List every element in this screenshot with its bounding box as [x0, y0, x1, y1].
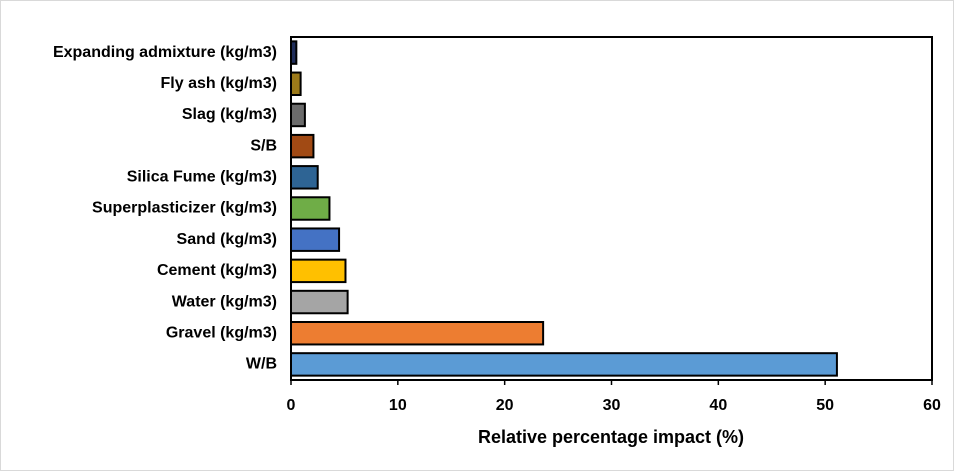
x-tick-label: 50: [816, 397, 834, 414]
x-tick-label: 20: [496, 397, 514, 414]
y-tick-label: Expanding admixture (kg/m3): [53, 44, 277, 61]
x-tick-label: 40: [709, 397, 727, 414]
y-tick-label: Sand (kg/m3): [177, 231, 277, 248]
x-tick-label: 0: [287, 397, 296, 414]
bar: [290, 352, 838, 377]
x-tick-label: 10: [389, 397, 407, 414]
bar: [290, 71, 302, 96]
y-tick-label: Fly ash (kg/m3): [161, 75, 277, 92]
x-tick-label: 30: [603, 397, 621, 414]
bar: [290, 133, 315, 159]
bar: [290, 289, 349, 315]
bar: [290, 40, 298, 65]
y-tick-label: Gravel (kg/m3): [166, 324, 277, 341]
x-tick-label: 60: [923, 397, 941, 414]
y-tick-label: Cement (kg/m3): [157, 262, 277, 279]
bar: [290, 165, 319, 190]
bar: [290, 258, 347, 284]
bar: [290, 196, 331, 221]
bar: [290, 227, 341, 252]
bar: [290, 321, 545, 346]
bar: [290, 102, 306, 128]
y-tick-label: S/B: [250, 137, 277, 154]
y-tick-label: Silica Fume (kg/m3): [127, 169, 277, 186]
y-tick-label: Superplasticizer (kg/m3): [92, 200, 277, 217]
y-tick-label: Slag (kg/m3): [182, 106, 277, 123]
y-tick-label: W/B: [246, 356, 277, 373]
y-tick-label: Water (kg/m3): [172, 293, 277, 310]
x-axis-title: Relative percentage impact (%): [478, 427, 744, 447]
